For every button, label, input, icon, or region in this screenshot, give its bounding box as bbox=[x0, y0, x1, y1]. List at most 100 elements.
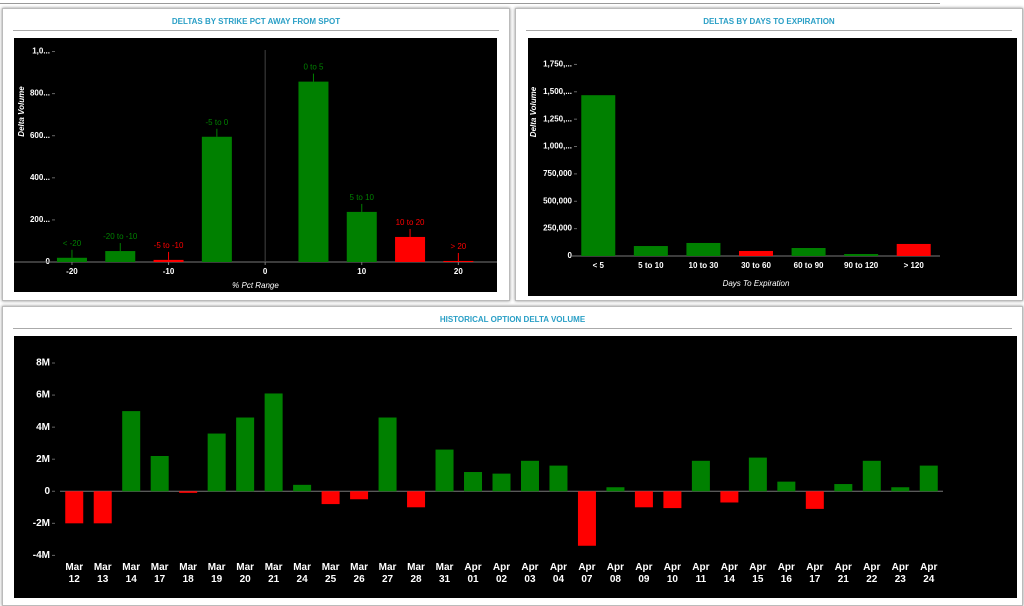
y-tick-label: 0 bbox=[568, 251, 573, 260]
panel-title: DELTAS BY STRIKE PCT AWAY FROM SPOT bbox=[171, 17, 341, 26]
x-tick-label: Mar 28 bbox=[407, 562, 425, 585]
bar bbox=[606, 487, 625, 492]
bar bbox=[293, 484, 312, 492]
bar bbox=[321, 491, 340, 505]
bar bbox=[739, 250, 773, 256]
bar bbox=[581, 95, 616, 256]
x-tick-label: Mar 21 bbox=[264, 562, 283, 585]
rule bbox=[13, 328, 1012, 329]
bar bbox=[435, 449, 454, 492]
y-tick-label: 1,250,... bbox=[543, 114, 572, 123]
bar bbox=[179, 491, 198, 493]
x-tick-label: < 5 bbox=[593, 261, 605, 270]
x-tick-label: Apr 21 bbox=[834, 562, 852, 585]
bar bbox=[748, 457, 767, 492]
bar bbox=[577, 491, 596, 546]
x-tick-label: 20 bbox=[454, 267, 463, 276]
bar bbox=[395, 236, 426, 262]
x-tick-label: Mar 12 bbox=[65, 562, 84, 585]
x-tick-label: Apr 24 bbox=[920, 562, 938, 585]
bar bbox=[407, 491, 426, 508]
bar bbox=[378, 417, 397, 492]
x-tick-label: > 120 bbox=[904, 261, 925, 270]
x-tick-label: Apr 02 bbox=[492, 562, 511, 585]
y-axis-label: Delta Volume bbox=[529, 86, 538, 137]
bar bbox=[264, 393, 283, 492]
x-tick-label: Apr 16 bbox=[777, 562, 795, 585]
x-tick-label: Apr 09 bbox=[635, 562, 653, 585]
bar bbox=[633, 246, 668, 256]
x-tick-label: 60 to 90 bbox=[794, 261, 824, 270]
y-tick-label: 2M bbox=[36, 454, 50, 465]
x-tick-label: Apr 04 bbox=[549, 562, 568, 585]
bar bbox=[844, 254, 879, 256]
bar bbox=[492, 473, 511, 492]
x-tick-label: Apr 17 bbox=[806, 562, 824, 585]
panel-title: HISTORICAL OPTION DELTA VOLUME bbox=[439, 315, 586, 324]
bar bbox=[686, 242, 721, 256]
data-label: 0 to 5 bbox=[303, 63, 324, 72]
y-tick-label: 600... bbox=[30, 131, 50, 140]
panel-title: DELTAS BY DAYS TO EXPIRATION bbox=[703, 17, 835, 26]
x-tick-label: Mar 17 bbox=[150, 562, 169, 585]
y-tick-label: 1,500,... bbox=[543, 87, 572, 96]
bar bbox=[464, 472, 483, 492]
x-tick-label: Mar 13 bbox=[93, 562, 112, 585]
top-bar bbox=[0, 0, 940, 4]
bar bbox=[298, 81, 329, 262]
x-axis-label: % Pct Range bbox=[232, 281, 279, 290]
bar bbox=[634, 491, 653, 508]
data-label: > 20 bbox=[450, 242, 466, 251]
x-tick-label: Mar 25 bbox=[321, 562, 340, 585]
y-tick-label: 0 bbox=[44, 486, 50, 497]
data-label: 5 to 10 bbox=[350, 193, 375, 202]
rule bbox=[13, 30, 499, 31]
bar bbox=[122, 411, 141, 492]
x-tick-label: Apr 07 bbox=[578, 562, 596, 585]
y-tick-label: -4M bbox=[33, 550, 50, 561]
bar bbox=[919, 465, 938, 492]
bar bbox=[896, 243, 931, 256]
y-tick-label: 8M bbox=[36, 358, 50, 369]
x-tick-label: Mar 31 bbox=[435, 562, 454, 585]
bar bbox=[201, 136, 232, 262]
y-tick-label: 1,000,... bbox=[543, 142, 572, 151]
bar bbox=[207, 433, 226, 492]
x-tick-label: -10 bbox=[163, 267, 175, 276]
y-tick-label: 250,000 bbox=[543, 224, 572, 233]
bar bbox=[93, 491, 112, 524]
x-axis-label: Days To Expiration bbox=[723, 279, 790, 288]
y-tick-label: 200... bbox=[30, 215, 50, 224]
bar bbox=[350, 491, 369, 500]
x-tick-label: Apr 03 bbox=[521, 562, 539, 585]
bar bbox=[65, 491, 84, 524]
bar bbox=[891, 487, 910, 492]
bar bbox=[346, 211, 377, 262]
x-tick-label: Apr 01 bbox=[464, 562, 482, 585]
x-tick-label: Mar 26 bbox=[350, 562, 368, 585]
bar bbox=[691, 460, 710, 492]
y-tick-label: 750,000 bbox=[543, 169, 572, 178]
bar bbox=[236, 417, 255, 492]
x-tick-label: 5 to 10 bbox=[638, 261, 664, 270]
x-tick-label: Mar 20 bbox=[236, 562, 255, 585]
x-tick-label: Mar 27 bbox=[378, 562, 397, 585]
x-tick-label: Mar 24 bbox=[293, 562, 311, 585]
y-axis-label: Delta Volume bbox=[17, 86, 26, 137]
y-tick-label: 500,000 bbox=[543, 196, 572, 205]
bar bbox=[663, 491, 682, 509]
bar bbox=[153, 259, 184, 262]
x-tick-label: -20 bbox=[66, 267, 78, 276]
bar bbox=[834, 484, 853, 492]
x-tick-label: 10 bbox=[357, 267, 366, 276]
data-label: -5 to 0 bbox=[206, 118, 229, 127]
x-tick-label: Apr 10 bbox=[663, 562, 681, 585]
x-tick-label: Mar 19 bbox=[207, 562, 226, 585]
bar bbox=[150, 455, 169, 492]
x-tick-label: Mar 18 bbox=[179, 562, 198, 585]
x-tick-label: 10 to 30 bbox=[689, 261, 719, 270]
x-tick-label: 30 to 60 bbox=[741, 261, 771, 270]
bar bbox=[443, 260, 474, 262]
